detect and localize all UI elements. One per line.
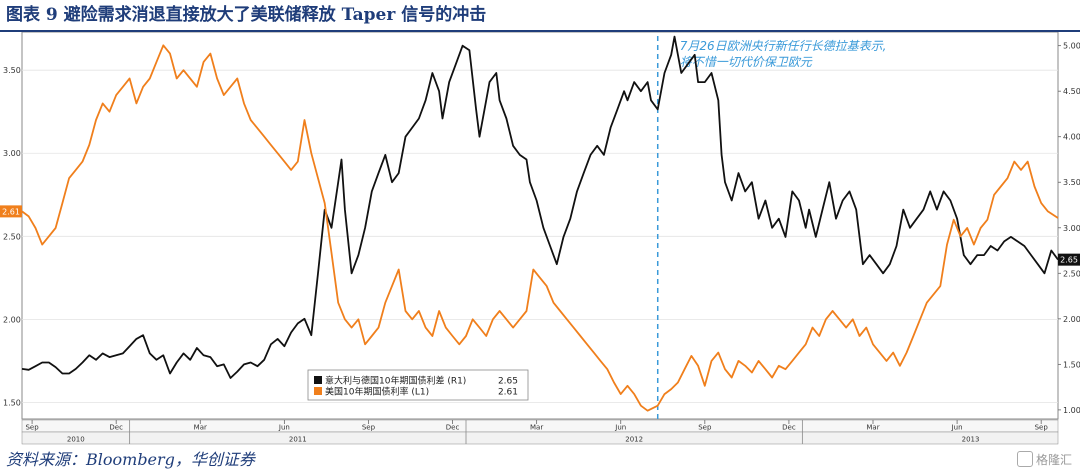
month-tick-label: Sep [25, 424, 39, 432]
left-tick-label: 3.00 [3, 149, 21, 158]
legend-swatch-spread [314, 376, 322, 384]
month-tick-label: Mar [530, 424, 543, 432]
year-tick-label: 2011 [289, 436, 307, 444]
left-tick-label: 3.50 [3, 66, 21, 75]
legend-box [307, 369, 529, 401]
month-tick-label: Dec [446, 424, 460, 432]
series-line-spread [21, 35, 1059, 379]
right-tick-label: 1.50 [1063, 360, 1080, 369]
annotation-text-line-1: 7月26日欧洲央行新任行长德拉基表示, [680, 39, 887, 53]
legend-label-spread: 意大利与德国10年期国债利差 (R1) [325, 375, 466, 387]
plot-area [21, 32, 1059, 420]
month-tick-label: Mar [194, 424, 207, 432]
year-axis-band [21, 431, 1059, 445]
month-tick-label: Jun [614, 424, 626, 432]
right-tick-label: 4.00 [1063, 133, 1080, 142]
month-tick-label: Sep [1035, 424, 1049, 432]
legend-label-us10y: 美国10年期国债利率 (L1) [325, 386, 429, 398]
source-note: 资料来源：Bloomberg，华创证券 [6, 450, 255, 469]
right-tick-label: 1.00 [1063, 406, 1080, 415]
legend-swatch-us10y [314, 387, 322, 395]
month-tick-label: Jun [278, 424, 290, 432]
right-tick-label: 2.50 [1063, 269, 1080, 278]
left-tick-label: 2.50 [3, 232, 21, 241]
month-tick-label: Dec [782, 424, 796, 432]
month-tick-label: Dec [109, 424, 123, 432]
gridlines [22, 69, 1058, 403]
chart: 1.50 2.00 2.50 3.00 3.50 1.00 1.50 2.00 2.50 3.0… [0, 32, 1080, 445]
left-axis: 1.50 2.00 2.50 3.00 3.50 [3, 66, 21, 407]
left-tick-label: 1.50 [3, 398, 21, 407]
watermark: 格隆汇 [1016, 450, 1072, 470]
left-end-label: 2.61 [0, 205, 22, 218]
year-tick-label: 2010 [67, 436, 85, 444]
right-end-value: 2.65 [1060, 256, 1078, 265]
right-end-box [1058, 253, 1080, 266]
right-tick-label: 4.50 [1063, 87, 1080, 96]
month-tick-label: Sep [698, 424, 712, 432]
right-tick-label: 3.00 [1063, 224, 1080, 233]
left-tick-label: 2.00 [3, 315, 21, 324]
figure-title: 图表 9 避险需求消退直接放大了美联储释放 Taper 信号的冲击 [6, 5, 487, 25]
year-axis: 2010 2011 2012 2013 [67, 420, 980, 444]
annotation: 7月26日欧洲央行新任行长德拉基表示, 将不惜一切代价保卫欧元 [656, 36, 887, 419]
series-line-us10y [21, 44, 1059, 412]
month-axis: Sep Dec Mar Jun Sep Dec Mar Jun Sep Dec Mar Jun Sep [25, 420, 1048, 432]
watermark-logo-icon [1016, 451, 1033, 467]
year-tick-label: 2012 [625, 436, 643, 444]
title-rule [0, 30, 1080, 32]
left-end-value: 2.61 [2, 207, 20, 216]
month-tick-label: Jun [951, 424, 963, 432]
right-end-label: 2.65 [1058, 253, 1080, 266]
right-tick-label: 2.00 [1063, 315, 1080, 324]
watermark-text: 格隆汇 [1035, 453, 1072, 467]
legend: 意大利与德国10年期国债利差 (R1) 2.65 美国10年期国债利率 (L1)… [307, 369, 529, 401]
legend-value-us10y: 2.61 [498, 388, 518, 398]
right-axis: 1.00 1.50 2.00 2.50 3.00 3.50 4.00 4.50 5.00 [1058, 42, 1080, 415]
right-tick-label: 5.00 [1063, 42, 1080, 51]
legend-value-spread: 2.65 [498, 377, 518, 387]
year-tick-label: 2013 [962, 436, 980, 444]
right-tick-label: 3.50 [1063, 178, 1080, 187]
series [21, 35, 1059, 412]
month-tick-label: Sep [362, 424, 376, 432]
month-tick-label: Mar [866, 424, 879, 432]
annotation-text-line-2: 将不惜一切代价保卫欧元 [680, 55, 813, 69]
left-end-box [0, 205, 22, 218]
